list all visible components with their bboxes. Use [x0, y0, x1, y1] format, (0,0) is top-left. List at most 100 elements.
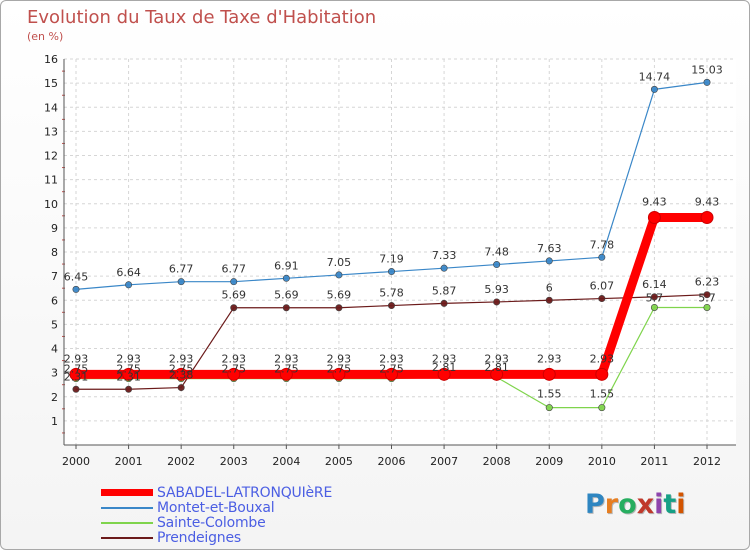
data-point: [700, 211, 714, 225]
x-tick-label: 2011: [640, 455, 668, 468]
legend-swatch: [101, 489, 153, 496]
data-point: [437, 367, 451, 381]
y-tick-label: 3: [51, 367, 58, 380]
data-label: 2.75: [169, 363, 194, 376]
data-label: 5.93: [484, 283, 509, 296]
data-label: 2.93: [327, 352, 352, 365]
data-point: [703, 78, 711, 86]
data-point: [335, 271, 343, 279]
x-tick-label: 2010: [588, 455, 616, 468]
data-point: [387, 302, 395, 310]
chart-title: Evolution du Taux de Taxe d'Habitation: [27, 7, 377, 28]
data-label: 6.07: [590, 280, 615, 293]
data-label: 2.75: [327, 363, 352, 376]
data-point: [650, 303, 658, 311]
x-tick-label: 2003: [220, 455, 248, 468]
data-label: 2.31: [64, 370, 89, 383]
data-label: 2.93: [64, 352, 89, 365]
data-label: 7.05: [327, 256, 352, 269]
data-label: 2.93: [537, 352, 562, 365]
y-tick-label: 5: [51, 318, 58, 331]
data-point: [122, 367, 136, 381]
logo-letter: P: [585, 489, 605, 520]
y-tick-label: 16: [44, 53, 58, 66]
data-label: 2.81: [484, 361, 509, 374]
data-point: [545, 296, 553, 304]
data-label: 5.69: [222, 289, 247, 302]
data-point: [703, 303, 711, 311]
data-label: 2.81: [432, 361, 457, 374]
data-point: [440, 299, 448, 307]
data-point: [703, 291, 711, 299]
data-label: 2.93: [116, 352, 141, 365]
x-tick-label: 2004: [272, 455, 300, 468]
data-label: 2.38: [169, 369, 194, 382]
data-point: [385, 367, 398, 381]
chart-unit: (en %): [27, 30, 64, 43]
legend-label: Sainte-Colombe: [157, 514, 266, 531]
proxiti-logo: Proxiti: [585, 489, 686, 520]
legend-swatch: [101, 521, 153, 524]
data-label: 9.43: [695, 196, 720, 209]
data-label: 5.78: [379, 287, 404, 300]
y-tick-label: 11: [44, 174, 58, 187]
data-point: [493, 298, 501, 306]
data-point: [598, 404, 606, 412]
data-point: [174, 367, 188, 381]
data-point: [493, 261, 501, 269]
data-point: [332, 367, 346, 381]
data-point: [69, 367, 83, 381]
chart-series: [69, 78, 714, 412]
data-label: 5.69: [274, 289, 299, 302]
data-point: [598, 295, 606, 303]
chart-data-labels: 2.93 2.93 2.93 2.93 2.93 2.93 2.93 2.93 2.93 2.93…: [64, 63, 723, 400]
data-label: 2.93: [379, 352, 404, 365]
data-point: [177, 384, 185, 392]
data-point: [227, 367, 241, 381]
series-1: [72, 78, 711, 293]
data-label: 7.48: [484, 246, 509, 259]
data-point: [177, 278, 185, 286]
data-point: [230, 278, 238, 286]
data-label: 1.55: [537, 388, 562, 401]
data-label: 6.77: [222, 263, 247, 276]
data-label: 6.45: [64, 270, 89, 283]
data-label: 5.69: [327, 289, 352, 302]
x-tick-label: 2012: [693, 455, 721, 468]
data-label: 7.78: [590, 238, 615, 251]
data-point: [650, 293, 658, 301]
data-point: [282, 304, 290, 312]
data-label: 2.93: [484, 352, 509, 365]
chart-legend: SABADEL-LATRONQUIèRE Montet-et-Bouxal Sa…: [101, 485, 332, 546]
x-tick-label: 2005: [325, 455, 353, 468]
data-label: 2.93: [590, 352, 615, 365]
data-label: 1.55: [590, 388, 615, 401]
logo-letter: x: [636, 489, 655, 520]
data-point: [598, 253, 606, 261]
data-label: 7.63: [537, 242, 562, 255]
data-label: 2.93: [432, 352, 457, 365]
x-tick-label: 2002: [167, 455, 195, 468]
x-tick-label: 2006: [378, 455, 406, 468]
y-tick-label: 1: [51, 415, 58, 428]
data-label: 5.7: [698, 291, 716, 304]
data-point: [542, 367, 556, 381]
data-point: [230, 304, 238, 312]
data-label: 6.77: [169, 263, 194, 276]
data-point: [125, 281, 133, 289]
data-label: 14.74: [639, 70, 671, 83]
data-point: [387, 268, 395, 276]
y-tick-label: 7: [51, 270, 58, 283]
data-label: 2.93: [274, 352, 299, 365]
logo-letter: o: [618, 489, 637, 520]
legend-item-sabadel: SABADEL-LATRONQUIèRE: [101, 485, 332, 501]
legend-item-sainte-colombe: Sainte-Colombe: [101, 514, 332, 531]
y-tick-label: 13: [44, 125, 58, 138]
data-point: [282, 274, 290, 282]
logo-letter: r: [604, 489, 619, 520]
legend-item-montet: Montet-et-Bouxal: [101, 500, 332, 516]
data-label: 7.33: [432, 249, 457, 262]
x-tick-label: 2001: [115, 455, 143, 468]
